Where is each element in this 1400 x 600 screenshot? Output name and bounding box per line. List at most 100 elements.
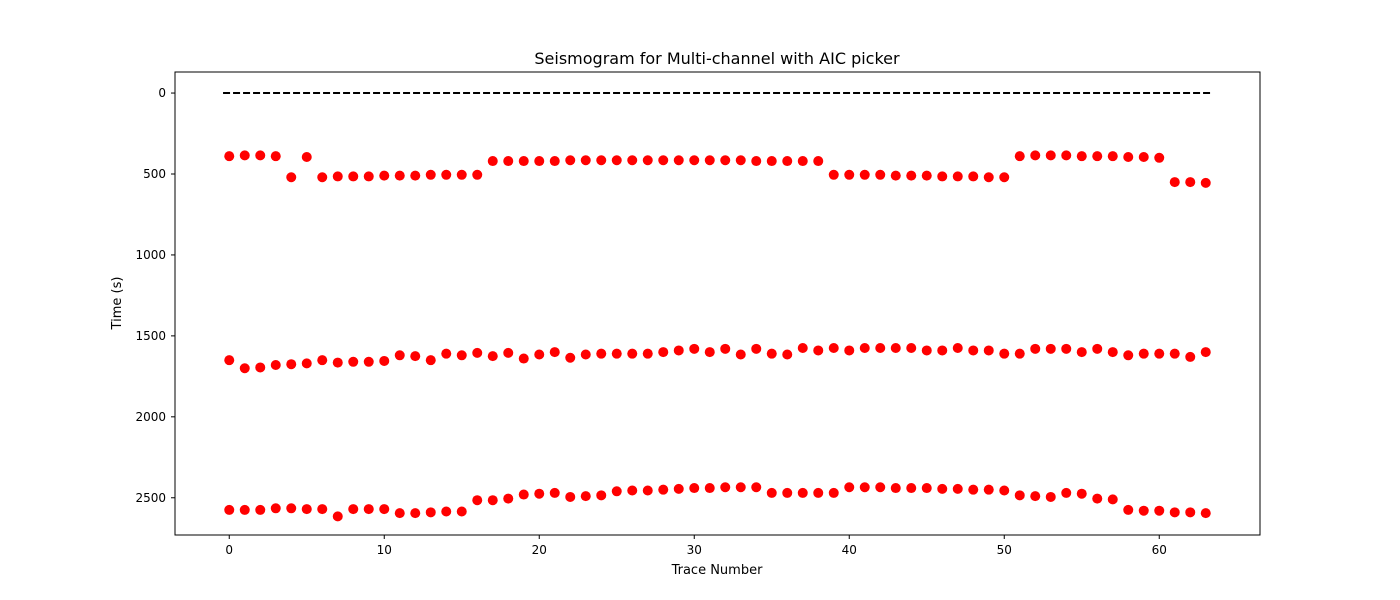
pick-point <box>1045 150 1056 161</box>
pick-point <box>673 483 684 494</box>
pick-point <box>642 485 653 496</box>
pick-point <box>596 155 607 166</box>
y-axis-label: Time (s) <box>110 277 125 331</box>
pick-point <box>1154 152 1165 163</box>
pick-point <box>952 483 963 494</box>
pick-point <box>751 343 762 354</box>
pick-point <box>549 487 560 498</box>
pick-point <box>363 504 374 515</box>
pick-point <box>441 348 452 359</box>
pick-point <box>1045 491 1056 502</box>
pick-point <box>999 172 1010 183</box>
pick-point <box>1076 347 1087 358</box>
pick-point <box>735 155 746 166</box>
pick-point <box>751 156 762 167</box>
pick-point <box>735 482 746 493</box>
pick-point <box>363 171 374 182</box>
pick-point <box>410 351 421 362</box>
pick-point <box>224 504 235 515</box>
pick-point <box>332 357 343 368</box>
pick-point <box>518 156 529 167</box>
pick-point <box>224 151 235 162</box>
pick-point <box>348 356 359 367</box>
pick-point <box>689 343 700 354</box>
pick-point <box>782 349 793 360</box>
pick-point <box>1061 150 1072 161</box>
pick-point <box>487 351 498 362</box>
pick-point <box>813 487 824 498</box>
pick-point <box>472 347 483 358</box>
pick-point <box>425 507 436 518</box>
pick-point <box>782 156 793 167</box>
pick-point <box>1014 348 1025 359</box>
pick-point <box>394 170 405 181</box>
pick-point <box>1107 151 1118 162</box>
pick-point <box>487 156 498 167</box>
pick-point <box>255 362 266 373</box>
pick-point <box>565 155 576 166</box>
pick-point <box>270 151 281 162</box>
pick-point <box>875 343 886 354</box>
pick-point <box>456 506 467 517</box>
pick-point <box>689 483 700 494</box>
pick-point-layer <box>224 150 1211 522</box>
pick-point <box>1030 343 1041 354</box>
pick-point <box>751 482 762 493</box>
pick-point <box>456 350 467 361</box>
pick-point <box>1061 343 1072 354</box>
pick-point <box>317 504 328 515</box>
pick-point <box>844 482 855 493</box>
pick-point <box>1154 348 1165 359</box>
pick-point <box>968 345 979 356</box>
pick-point <box>1185 507 1196 518</box>
pick-point <box>658 484 669 495</box>
pick-point <box>472 169 483 180</box>
pick-point <box>565 352 576 363</box>
pick-point <box>549 347 560 358</box>
pick-point <box>658 155 669 166</box>
pick-point <box>1092 343 1103 354</box>
pick-point <box>1092 493 1103 504</box>
pick-point <box>1045 343 1056 354</box>
y-tick-label: 1500 <box>135 329 166 343</box>
pick-point <box>379 170 390 181</box>
pick-point <box>425 169 436 180</box>
pick-point <box>720 155 731 166</box>
pick-series-2 <box>224 343 1211 374</box>
x-tick-label: 40 <box>842 543 857 557</box>
x-tick-label: 0 <box>225 543 233 557</box>
pick-point <box>549 156 560 167</box>
pick-point <box>255 504 266 515</box>
pick-point <box>797 343 808 354</box>
pick-point <box>720 343 731 354</box>
pick-point <box>859 169 870 180</box>
pick-point <box>890 343 901 354</box>
pick-point <box>286 172 297 183</box>
pick-point <box>456 169 467 180</box>
x-tick-label: 10 <box>377 543 392 557</box>
pick-point <box>828 169 839 180</box>
pick-point <box>983 172 994 183</box>
pick-point <box>642 348 653 359</box>
y-tick-label: 0 <box>158 86 166 100</box>
pick-point <box>704 347 715 358</box>
pick-point <box>1138 348 1149 359</box>
pick-point <box>1138 151 1149 162</box>
pick-point <box>580 491 591 502</box>
pick-point <box>952 343 963 354</box>
pick-point <box>766 487 777 498</box>
pick-point <box>766 156 777 167</box>
pick-point <box>332 171 343 182</box>
pick-point <box>782 487 793 498</box>
pick-point <box>952 171 963 182</box>
pick-point <box>704 155 715 166</box>
pick-point <box>1154 505 1165 516</box>
pick-point <box>379 355 390 366</box>
pick-point <box>797 156 808 167</box>
plot-area <box>223 92 1212 522</box>
pick-point <box>704 483 715 494</box>
pick-point <box>379 504 390 515</box>
pick-point <box>441 506 452 517</box>
pick-point <box>1030 150 1041 161</box>
